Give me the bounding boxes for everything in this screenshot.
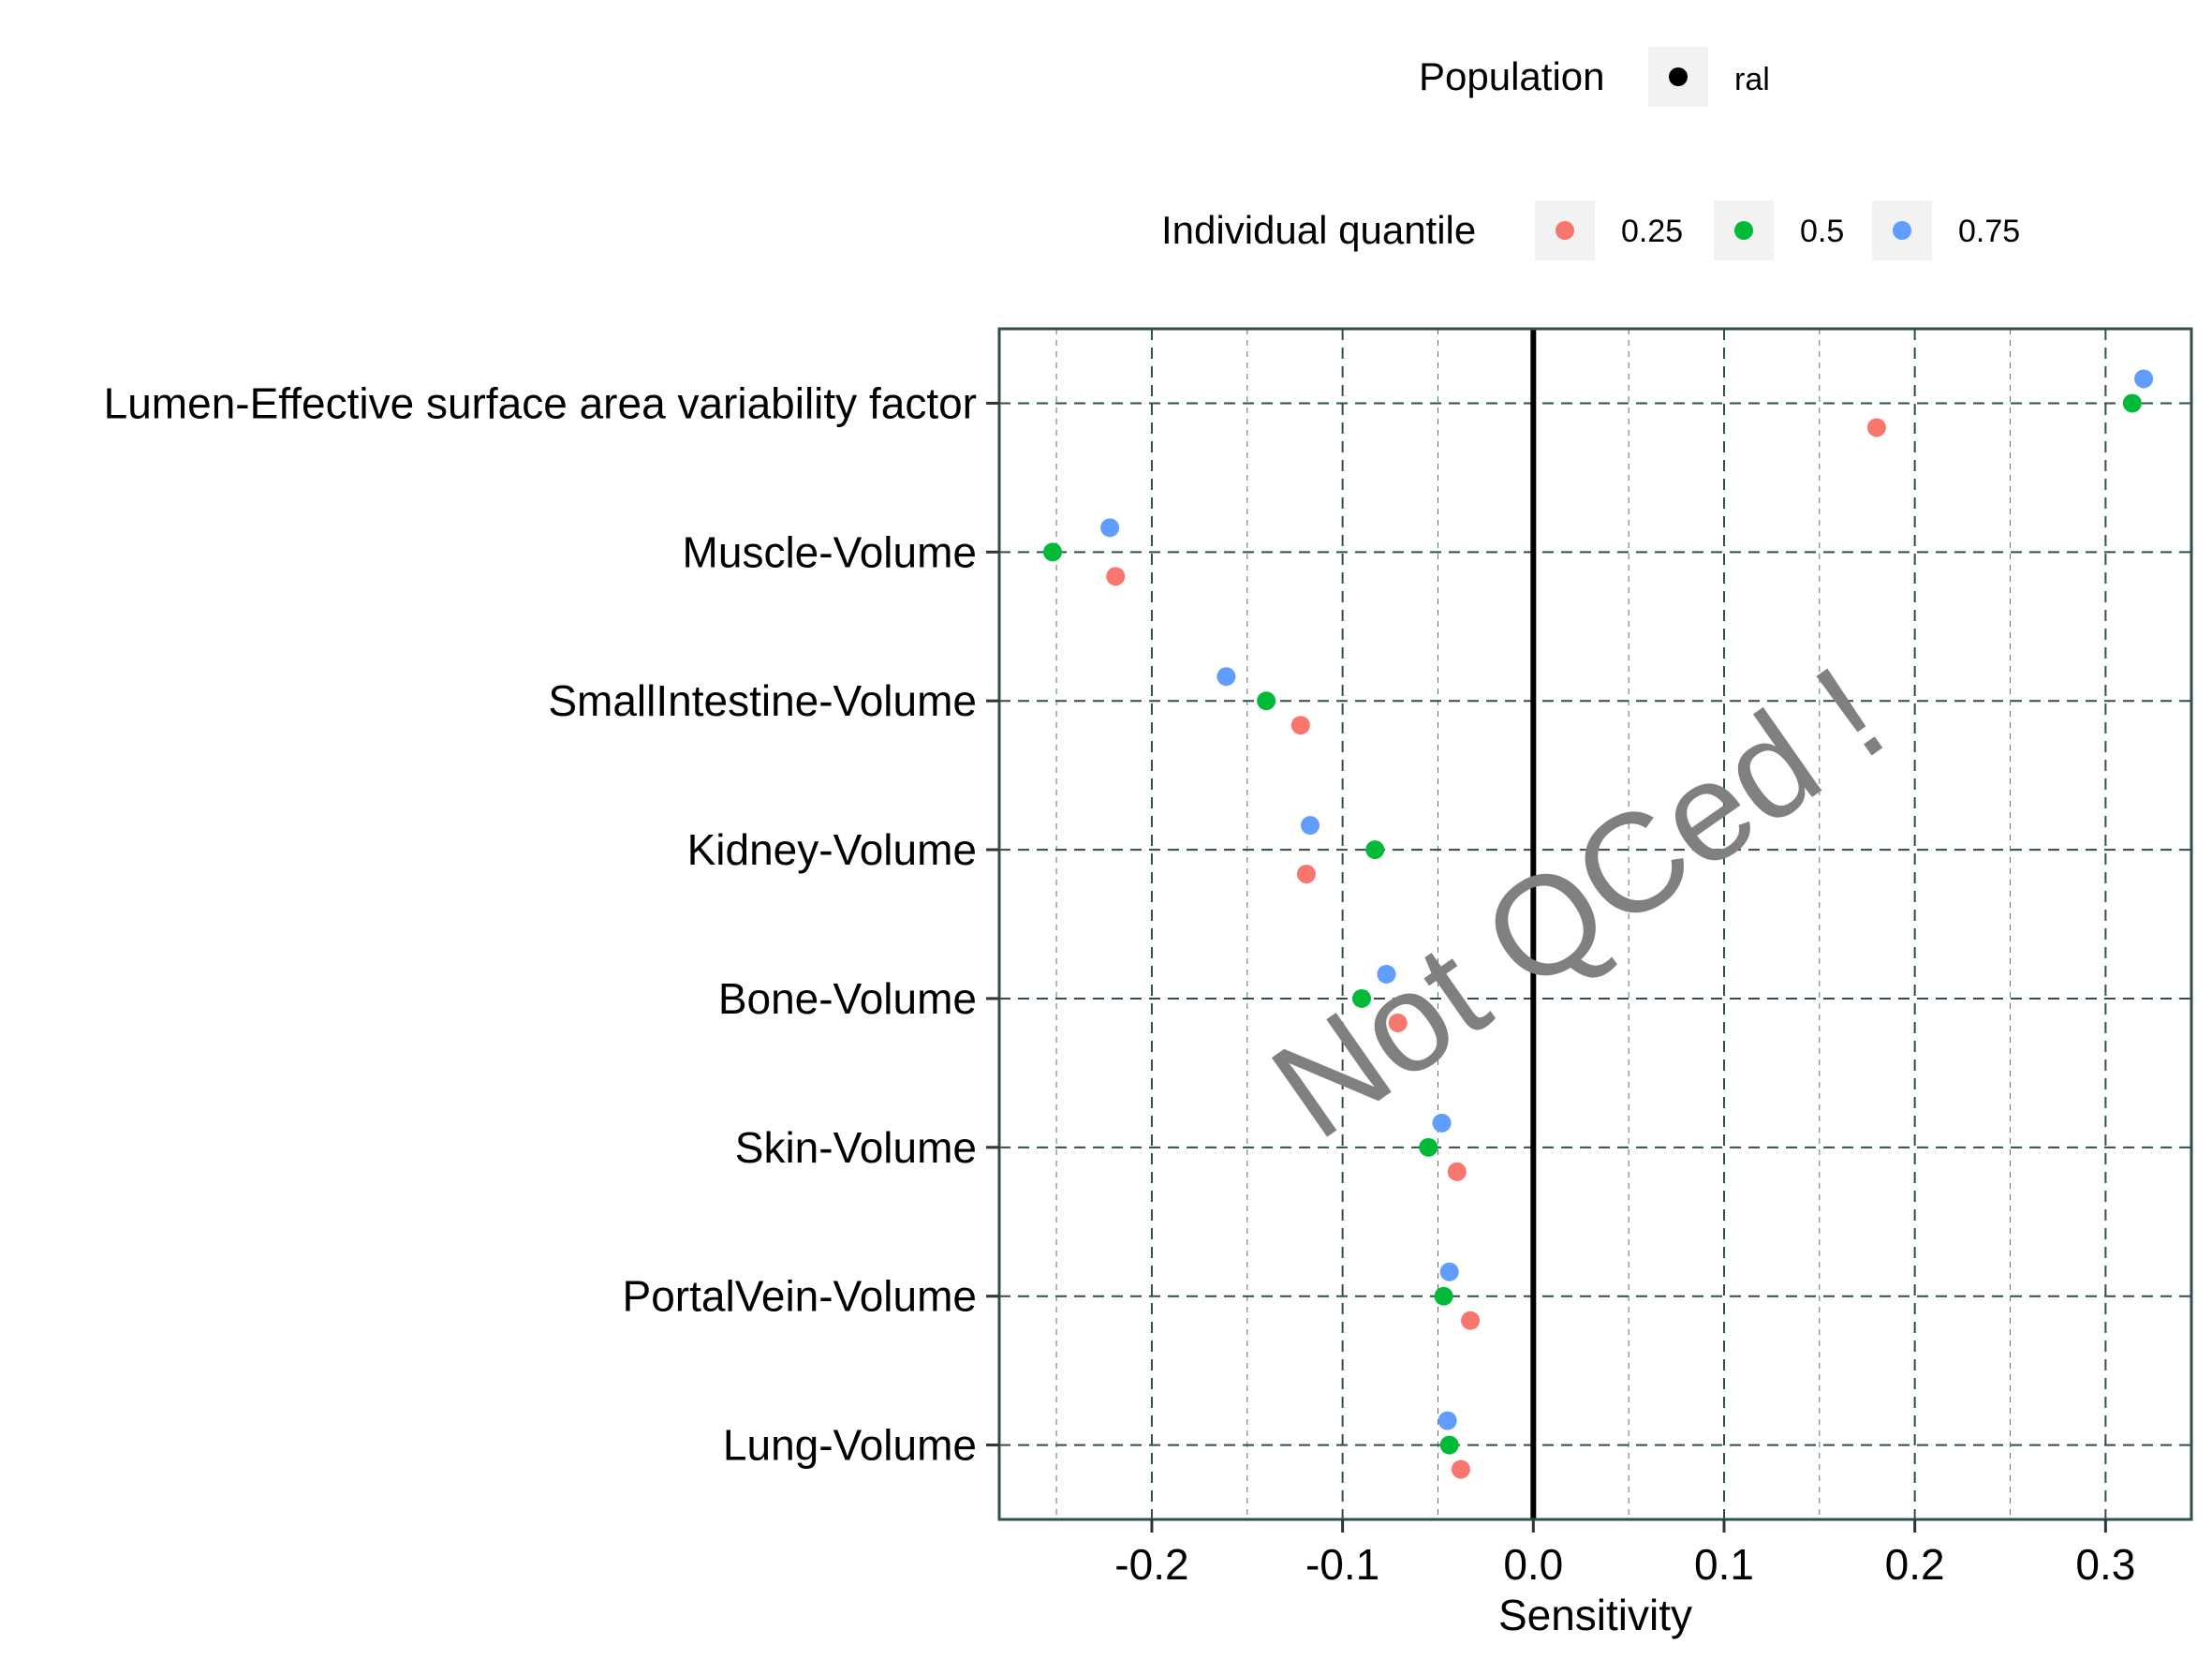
point-q025-7 bbox=[1451, 1459, 1470, 1479]
x-tick-label: 0.1 bbox=[1694, 1540, 1754, 1589]
x-tick-label: -0.1 bbox=[1305, 1540, 1379, 1589]
population-legend: Population ral bbox=[1419, 47, 1770, 107]
point-q05-6 bbox=[1434, 1286, 1453, 1306]
point-q025-2 bbox=[1290, 716, 1310, 735]
x-tick-label: 0.2 bbox=[1885, 1540, 1945, 1589]
x-axis-title: Sensitivity bbox=[1498, 1591, 1692, 1639]
legend-label: 0.25 bbox=[1621, 214, 1683, 249]
quantile-legend-item: 0.25 bbox=[1535, 200, 1683, 260]
point-q075-1 bbox=[1100, 518, 1120, 538]
y-tick-label: Bone-Volume bbox=[718, 974, 977, 1023]
point-q05-4 bbox=[1351, 988, 1371, 1008]
y-tick-label: Lumen-Effective surface area variability… bbox=[104, 378, 977, 427]
population-legend-title: Population bbox=[1419, 54, 1605, 98]
point-q025-6 bbox=[1461, 1311, 1481, 1330]
data-points bbox=[1043, 369, 2154, 1479]
x-tick-label: 0.3 bbox=[2075, 1540, 2135, 1589]
point-q05-2 bbox=[1257, 691, 1276, 711]
population-legend-key bbox=[1669, 67, 1688, 86]
point-q05-5 bbox=[1419, 1137, 1438, 1157]
legend-key-dot bbox=[1556, 221, 1574, 240]
x-axis: -0.2 -0.1 0.0 0.1 0.2 0.3 bbox=[1114, 1519, 2135, 1589]
point-q075-6 bbox=[1439, 1262, 1459, 1281]
y-tick-label: PortalVein-Volume bbox=[623, 1272, 977, 1321]
point-q05-1 bbox=[1043, 542, 1063, 562]
y-axis: Lumen-Effective surface area variability… bbox=[104, 378, 999, 1470]
y-tick-label: Lung-Volume bbox=[723, 1421, 977, 1470]
point-q05-3 bbox=[1365, 840, 1385, 860]
point-q075-0 bbox=[2134, 369, 2154, 389]
y-tick-label: Skin-Volume bbox=[735, 1123, 977, 1172]
x-tick-label: -0.2 bbox=[1114, 1540, 1188, 1589]
y-tick-label: Muscle-Volume bbox=[683, 527, 977, 576]
point-q075-4 bbox=[1377, 964, 1396, 984]
point-q075-7 bbox=[1438, 1411, 1457, 1430]
point-q075-3 bbox=[1300, 816, 1320, 836]
point-q075-2 bbox=[1217, 667, 1236, 687]
watermark: Not QCed ! bbox=[1245, 636, 1910, 1168]
y-tick-label: SmallIntestine-Volume bbox=[548, 676, 977, 725]
legend-key-dot bbox=[1734, 221, 1753, 240]
point-q025-3 bbox=[1296, 865, 1316, 884]
y-tick-label: Kidney-Volume bbox=[687, 825, 977, 874]
quantile-legend-item: 0.5 bbox=[1714, 200, 1844, 260]
quantile-legend-item: 0.75 bbox=[1872, 200, 2020, 260]
point-q05-7 bbox=[1439, 1435, 1459, 1455]
quantile-legend-title: Individual quantile bbox=[1161, 208, 1476, 252]
quantile-legend: Individual quantile 0.25 0.5 0.75 bbox=[1161, 200, 2020, 260]
point-q025-4 bbox=[1388, 1013, 1408, 1032]
panel-border bbox=[997, 327, 2193, 1521]
point-q025-5 bbox=[1447, 1162, 1467, 1181]
x-tick-label: 0.0 bbox=[1503, 1540, 1563, 1589]
point-q075-5 bbox=[1432, 1113, 1452, 1133]
legend-label: 0.75 bbox=[1958, 214, 2020, 249]
point-q05-0 bbox=[2122, 393, 2142, 413]
legend-key-dot bbox=[1893, 221, 1911, 240]
legend-label: 0.5 bbox=[1800, 214, 1844, 249]
population-legend-label: ral bbox=[1734, 62, 1770, 97]
point-q025-0 bbox=[1866, 418, 1886, 437]
point-q025-1 bbox=[1106, 567, 1126, 586]
